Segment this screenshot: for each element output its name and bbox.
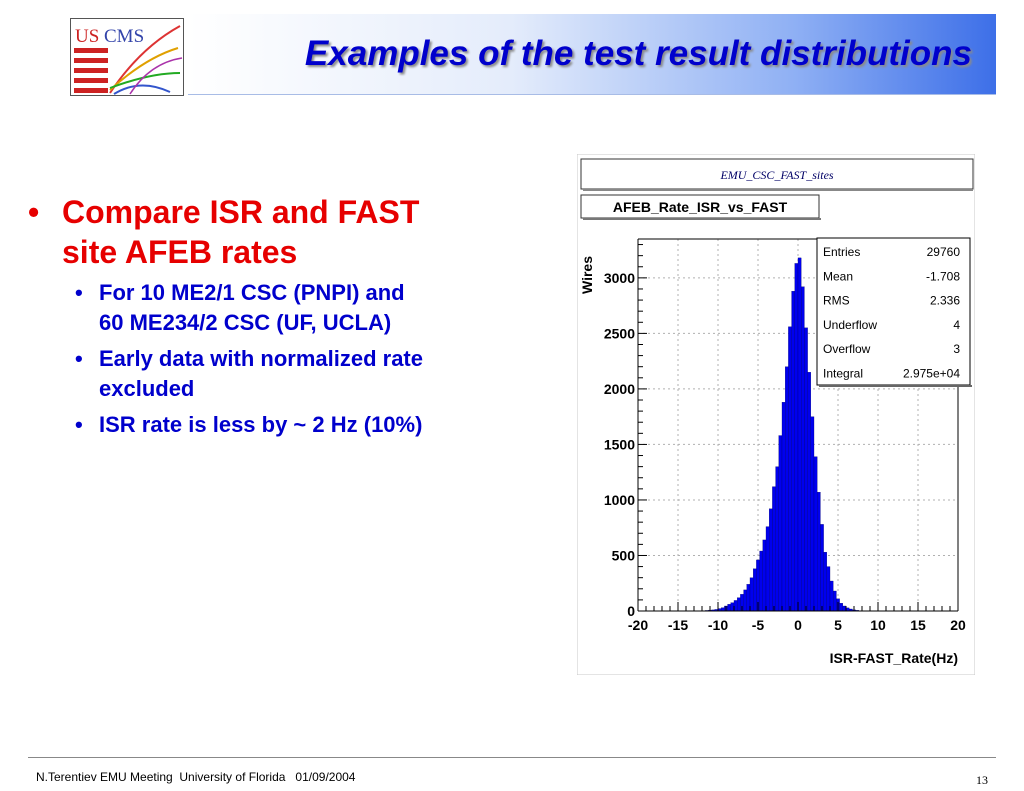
stats-value: 2.975e+04 — [903, 367, 960, 381]
histogram-bar — [810, 416, 815, 612]
x-tick-label: 10 — [870, 617, 886, 633]
histogram-bar — [778, 435, 783, 612]
histogram-bar — [833, 590, 837, 612]
histogram-bar — [801, 286, 805, 612]
page-number: 13 — [976, 773, 988, 787]
bullet-dot-icon: • — [28, 194, 40, 230]
sub-bullet-line: For 10 ME2/1 CSC (PNPI) and — [99, 280, 405, 305]
histogram-bar — [826, 566, 831, 612]
sub-bullet-dot-icon: • — [75, 346, 83, 371]
histogram-bar — [743, 589, 747, 612]
sub-bullet-line: ISR rate is less by ~ 2 Hz (10%) — [99, 412, 423, 437]
histogram-bar — [737, 597, 741, 612]
stats-value: 3 — [953, 342, 960, 356]
sub-bullet-line: 60 ME234/2 CSC (UF, UCLA) — [99, 310, 392, 335]
histogram-bar — [823, 551, 827, 612]
histogram-bar — [788, 326, 792, 612]
x-tick-label: -15 — [668, 617, 688, 633]
histogram-bar — [781, 402, 786, 612]
canvas-title: EMU_CSC_FAST_sites — [719, 168, 833, 182]
histogram-bar — [765, 526, 770, 612]
stats-label: Integral — [823, 367, 863, 381]
histogram-bar — [813, 456, 818, 612]
y-tick-label: 2000 — [604, 381, 635, 397]
histogram-canvas: EMU_CSC_FAST_sites AFEB_Rate_ISR_vs_FAST… — [576, 153, 976, 676]
x-tick-label: 15 — [910, 617, 926, 633]
histogram-bar — [804, 327, 808, 612]
sub-bullet: • For 10 ME2/1 CSC (PNPI) and 60 ME234/2… — [75, 278, 558, 338]
histogram-bar — [769, 508, 773, 612]
histogram-title: AFEB_Rate_ISR_vs_FAST — [613, 199, 788, 215]
histogram-bar — [839, 603, 843, 612]
title-bar: Examples of the test result distribution… — [188, 14, 996, 95]
histogram-bar — [785, 366, 789, 612]
stats-label: RMS — [823, 294, 850, 308]
svg-text:CMS: CMS — [104, 26, 144, 47]
y-tick-label: 1000 — [604, 492, 635, 508]
sub-bullet: • Early data with normalized rate exclud… — [75, 344, 558, 404]
x-tick-label: -5 — [752, 617, 765, 633]
stats-label: Underflow — [823, 318, 877, 332]
histogram-bar — [817, 492, 821, 612]
histogram-plot: EMU_CSC_FAST_sites AFEB_Rate_ISR_vs_FAST… — [576, 153, 976, 676]
footer-text: N.Terentiev EMU Meeting University of Fl… — [36, 770, 356, 784]
sub-bullet: • ISR rate is less by ~ 2 Hz (10%) — [75, 410, 558, 440]
histogram-bar — [794, 263, 799, 612]
stats-value: -1.708 — [926, 269, 960, 283]
sub-bullet-dot-icon: • — [75, 412, 83, 437]
histogram-bar — [807, 372, 811, 612]
histogram-bar — [759, 550, 763, 612]
stats-label: Overflow — [823, 342, 871, 356]
histogram-bar — [797, 257, 802, 612]
stats-label: Entries — [823, 245, 860, 259]
x-tick-label: 5 — [834, 617, 842, 633]
x-tick-label: 0 — [794, 617, 802, 633]
x-tick-label: 20 — [950, 617, 966, 633]
stats-label: Mean — [823, 269, 853, 283]
y-tick-label: 1500 — [604, 436, 635, 452]
x-tick-label: -10 — [708, 617, 728, 633]
histogram-bar — [775, 466, 779, 612]
x-tick-label: -20 — [628, 617, 648, 633]
histogram-bar — [727, 604, 731, 612]
histogram-bar — [762, 539, 767, 612]
histogram-bar — [772, 486, 776, 612]
y-tick-label: 0 — [627, 603, 635, 619]
stats-value: 2.336 — [930, 294, 960, 308]
sub-bullet-dot-icon: • — [75, 280, 83, 305]
footer-divider — [28, 757, 996, 758]
y-tick-label: 3000 — [604, 270, 635, 286]
y-tick-label: 2500 — [604, 325, 635, 341]
uscms-logo-icon: US CMS — [70, 18, 184, 96]
main-bullet: • Compare ISR and FAST site AFEB rates — [28, 192, 558, 272]
stats-value: 4 — [953, 318, 960, 332]
main-bullet-line-2: site AFEB rates — [62, 234, 298, 270]
histogram-bar — [753, 568, 757, 612]
histogram-bar — [791, 291, 795, 612]
svg-text:US: US — [75, 26, 99, 47]
sub-bullet-line: Early data with normalized rate — [99, 346, 423, 371]
slide-title: Examples of the test result distribution… — [304, 34, 972, 73]
stats-value: 29760 — [927, 245, 961, 259]
x-axis-label: ISR-FAST_Rate(Hz) — [830, 650, 958, 666]
y-tick-label: 500 — [612, 547, 636, 563]
main-bullet-line-1: Compare ISR and FAST — [62, 194, 420, 230]
sub-bullet-line: excluded — [99, 376, 195, 401]
y-axis-label: Wires — [579, 256, 595, 294]
bullet-list: • Compare ISR and FAST site AFEB rates •… — [28, 192, 558, 440]
histogram-bar — [820, 524, 824, 612]
